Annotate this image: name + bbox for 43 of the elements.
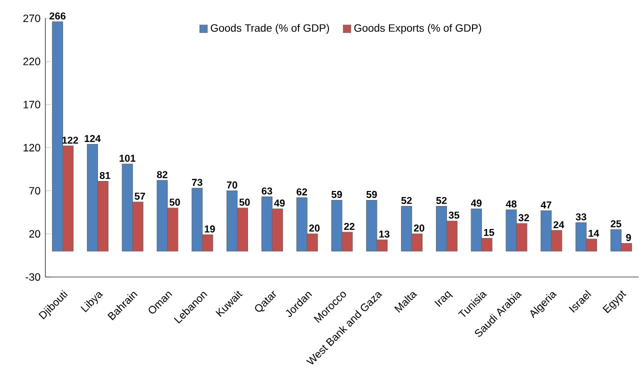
data-label: 82: [157, 171, 168, 178]
y-tick-label: 170: [24, 100, 40, 108]
data-label: 124: [84, 134, 101, 142]
data-label: 81: [100, 172, 110, 180]
data-label: 101: [120, 154, 136, 162]
data-label: 47: [540, 201, 552, 208]
data-label: 52: [436, 196, 447, 204]
y-tick-label: 70: [29, 187, 40, 195]
data-label: 70: [226, 181, 238, 189]
data-label: 14: [588, 230, 600, 237]
data-label: 35: [448, 212, 460, 219]
data-label: 49: [274, 200, 285, 207]
y-tick-label: 20: [29, 230, 40, 238]
data-label: 62: [296, 188, 308, 196]
data-label: 33: [576, 213, 586, 220]
legend-label: Goods Trade (% of GDP): [210, 24, 329, 34]
data-label: 266: [50, 12, 66, 20]
y-tick-label: 220: [23, 58, 40, 66]
data-label: 59: [332, 190, 342, 198]
data-label: 19: [204, 225, 215, 232]
data-label: 73: [192, 178, 202, 186]
x-tick-label: Iraq: [434, 291, 453, 307]
data-label: 13: [379, 230, 390, 238]
data-label: 20: [414, 224, 424, 232]
data-label: 50: [170, 198, 180, 206]
data-label: 49: [470, 200, 482, 207]
data-label: 63: [262, 187, 272, 195]
data-label: 59: [366, 190, 377, 198]
y-tick-label: 270: [23, 14, 40, 22]
data-label: 48: [506, 200, 517, 208]
data-label: 50: [239, 198, 250, 206]
data-label: 57: [134, 192, 146, 200]
data-label: 52: [401, 196, 412, 204]
y-tick-label: -30: [26, 273, 40, 281]
data-label: 24: [554, 221, 564, 228]
data-label: 32: [518, 214, 529, 222]
legend-label: Goods Exports (% of GDP): [354, 24, 482, 34]
data-label: 15: [484, 228, 494, 236]
data-label: 22: [344, 222, 354, 230]
y-tick-label: 120: [24, 144, 40, 152]
data-label: 25: [610, 220, 622, 228]
data-label: 9: [626, 234, 631, 242]
data-label: 20: [309, 224, 320, 232]
